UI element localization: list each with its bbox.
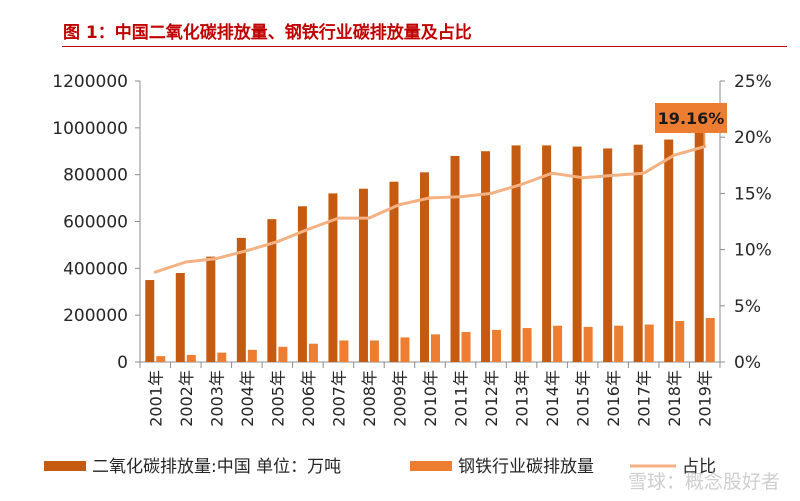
bar-co2-emissions <box>542 145 552 362</box>
y-right-tick-label: 15% <box>734 184 772 204</box>
bar-steel-emissions <box>461 332 471 362</box>
callout-value-label: 19.16% <box>658 109 725 128</box>
bar-co2-emissions <box>236 237 246 362</box>
bar-steel-emissions <box>675 321 685 362</box>
bar-co2-emissions <box>297 206 307 362</box>
legend-label-share: 占比 <box>682 457 716 477</box>
bar-steel-emissions <box>705 317 715 362</box>
y-left-tick-label: 600000 <box>63 213 128 233</box>
x-tick-label: 2010年 <box>421 370 440 427</box>
bar-steel-emissions <box>644 324 654 362</box>
bar-steel-emissions <box>156 356 166 362</box>
y-right-tick-label: 5% <box>734 297 761 317</box>
x-tick-label: 2002年 <box>177 370 196 427</box>
bar-steel-emissions <box>583 326 593 362</box>
x-tick-label: 2003年 <box>207 370 226 427</box>
y-right-tick-label: 25% <box>734 72 772 92</box>
line-steel-share <box>153 145 707 274</box>
y-left-tick-label: 200000 <box>63 306 128 326</box>
bar-steel-emissions <box>614 325 624 362</box>
x-tick-label: 2011年 <box>452 370 471 427</box>
y-left-tick-label: 1000000 <box>52 119 128 139</box>
bar-steel-emissions <box>553 325 563 362</box>
watermark-text: 雪球：概念股好者 <box>628 470 780 493</box>
bar-co2-emissions <box>511 145 521 362</box>
bar-co2-emissions <box>389 181 399 362</box>
x-tick-label: 2015年 <box>574 370 593 427</box>
y-left-tick-label: 1200000 <box>52 72 128 92</box>
bar-steel-emissions <box>400 337 410 362</box>
bar-co2-emissions <box>145 280 155 362</box>
y-left-tick-label: 400000 <box>63 259 128 279</box>
bar-co2-emissions <box>450 155 460 362</box>
bar-steel-emissions <box>522 328 532 362</box>
x-tick-label: 2012年 <box>482 370 501 427</box>
bar-co2-emissions <box>358 188 368 362</box>
x-tick-label: 2007年 <box>329 370 348 427</box>
bar-steel-emissions <box>247 349 257 362</box>
bar-steel-emissions <box>431 334 440 362</box>
x-tick-label: 2005年 <box>268 370 287 427</box>
x-tick-label: 2006年 <box>299 370 318 427</box>
bar-steel-emissions <box>217 352 227 362</box>
bar-co2-emissions <box>572 146 582 362</box>
bar-co2-emissions <box>420 172 429 362</box>
x-tick-label: 2018年 <box>665 370 684 427</box>
bar-steel-emissions <box>369 340 379 362</box>
bar-co2-emissions <box>175 273 185 362</box>
chart-title: 图 1：中国二氧化碳排放量、钢铁行业碳排放量及占比 <box>63 23 472 43</box>
bar-co2-emissions <box>206 256 216 362</box>
x-tick-label: 2016年 <box>604 370 623 427</box>
bar-co2-emissions <box>328 193 338 362</box>
x-tick-label: 2019年 <box>696 370 715 427</box>
bar-co2-emissions <box>603 148 613 362</box>
x-tick-label: 2001年 <box>146 370 165 427</box>
bar-steel-emissions <box>339 340 349 362</box>
bar-co2-emissions <box>481 151 491 362</box>
bar-co2-emissions <box>694 132 704 362</box>
y-left-tick-label: 800000 <box>63 166 128 186</box>
bar-steel-emissions <box>492 329 502 362</box>
x-tick-label: 2009年 <box>390 370 409 427</box>
bar-co2-emissions <box>633 144 643 362</box>
x-tick-label: 2017年 <box>635 370 654 427</box>
bar-steel-emissions <box>308 343 318 362</box>
x-tick-label: 2008年 <box>360 370 379 427</box>
y-right-tick-label: 10% <box>734 241 772 261</box>
legend-swatch-steel <box>410 461 452 471</box>
legend-swatch-co2 <box>44 461 86 471</box>
bar-co2-emissions <box>664 139 674 362</box>
x-tick-label: 2013年 <box>513 370 532 427</box>
y-left-tick-label: 0 <box>117 353 128 373</box>
callout-box <box>655 103 727 133</box>
legend-label-steel: 钢铁行业碳排放量 <box>458 457 594 477</box>
y-right-tick-label: 20% <box>734 128 772 148</box>
bar-steel-emissions <box>186 354 196 362</box>
x-tick-label: 2014年 <box>543 370 562 427</box>
bar-co2-emissions <box>267 219 277 362</box>
x-tick-label: 2004年 <box>238 370 257 427</box>
y-right-tick-label: 0% <box>734 353 761 373</box>
bar-steel-emissions <box>278 346 288 362</box>
legend-label-co2: 二氧化碳排放量:中国 单位：万吨 <box>92 457 341 477</box>
title-rule <box>62 46 787 47</box>
